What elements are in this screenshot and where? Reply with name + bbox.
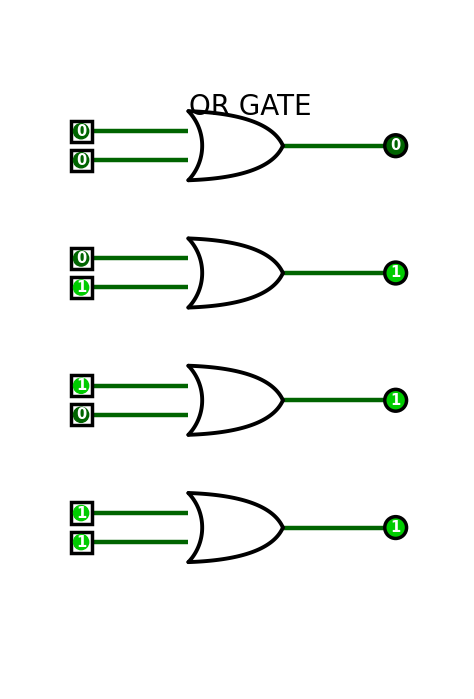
Text: 0: 0 bbox=[76, 251, 86, 266]
Bar bbox=[71, 404, 91, 425]
Bar bbox=[71, 375, 91, 396]
Circle shape bbox=[385, 389, 407, 411]
Text: 1: 1 bbox=[391, 266, 401, 280]
Bar bbox=[71, 248, 91, 269]
Text: 1: 1 bbox=[76, 280, 86, 295]
Bar bbox=[71, 150, 91, 171]
Bar bbox=[71, 277, 91, 298]
Bar bbox=[71, 121, 91, 142]
Circle shape bbox=[73, 505, 89, 521]
Circle shape bbox=[73, 535, 89, 549]
Text: OR GATE: OR GATE bbox=[189, 93, 311, 121]
Text: 0: 0 bbox=[76, 408, 86, 422]
Bar bbox=[71, 503, 91, 524]
Bar bbox=[71, 531, 91, 553]
Circle shape bbox=[73, 378, 89, 394]
Text: 1: 1 bbox=[391, 393, 401, 408]
Circle shape bbox=[385, 135, 407, 157]
Circle shape bbox=[73, 124, 89, 139]
Circle shape bbox=[73, 251, 89, 266]
Text: 1: 1 bbox=[391, 520, 401, 535]
Text: 1: 1 bbox=[76, 378, 86, 394]
Circle shape bbox=[73, 280, 89, 295]
Circle shape bbox=[385, 262, 407, 284]
Text: 1: 1 bbox=[76, 535, 86, 549]
Circle shape bbox=[385, 517, 407, 538]
Text: 0: 0 bbox=[76, 152, 86, 168]
Circle shape bbox=[73, 408, 89, 422]
Circle shape bbox=[73, 152, 89, 168]
Text: 0: 0 bbox=[76, 124, 86, 138]
Text: 1: 1 bbox=[76, 505, 86, 521]
Text: 0: 0 bbox=[391, 138, 401, 153]
